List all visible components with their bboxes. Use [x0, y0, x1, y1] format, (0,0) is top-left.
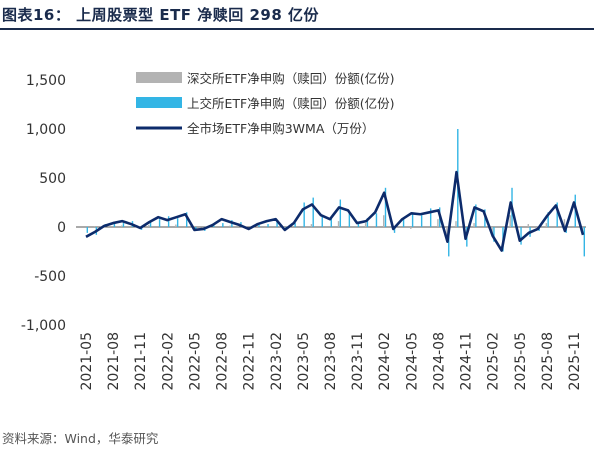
shanghai-bar: [213, 225, 215, 227]
shanghai-bar: [429, 208, 432, 227]
shenzhen-bar: [446, 227, 448, 242]
shenzhen-bar: [310, 224, 313, 227]
shenzhen-bar: [229, 225, 231, 227]
shanghai-bar: [348, 212, 351, 227]
x-tick-label: 2024-02: [377, 332, 393, 391]
legend-label: 全市场ETF净申购3WMA（万份）: [187, 121, 374, 136]
y-tick-label: -500: [34, 269, 66, 285]
shanghai-bar: [411, 212, 414, 227]
market-3wma-line: [85, 170, 585, 252]
x-tick-label: 2025-02: [486, 332, 502, 391]
shenzhen-bar: [383, 215, 385, 227]
shenzhen-bar: [283, 227, 285, 228]
shenzhen-bar: [337, 221, 340, 227]
x-tick-label: 2022-02: [160, 332, 176, 391]
legend-shanghai-swatch: [136, 97, 182, 108]
shanghai-bar: [122, 223, 125, 227]
shanghai-bar: [312, 197, 314, 227]
shanghai-bar: [176, 218, 179, 227]
shanghai-bar: [339, 199, 342, 227]
shanghai-bar: [493, 227, 495, 242]
shanghai-bar: [520, 227, 522, 245]
legend-label: 上交所ETF净申购（赎回）份额(亿份): [187, 96, 394, 111]
shanghai-bar: [420, 215, 423, 227]
legend-shenzhen-swatch: [136, 72, 182, 83]
shanghai-bar: [583, 227, 585, 257]
shanghai-bar: [366, 218, 369, 227]
x-tick-label: 2022-05: [187, 332, 203, 391]
shanghai-bar: [186, 212, 188, 227]
y-tick-label: 0: [57, 220, 66, 236]
x-tick-label: 2023-08: [323, 332, 339, 391]
shenzhen-bar: [491, 227, 493, 233]
x-tick-label: 2024-05: [404, 332, 420, 391]
shanghai-bar: [113, 222, 116, 227]
etf-flow-chart: 1,500 1,000 500 0 -500 -1,000 2021-05 2021-08 2…: [21, 71, 586, 391]
x-tick-label: 2025-05: [513, 332, 529, 391]
x-tick-label: 2025-08: [540, 332, 556, 391]
shanghai-bar: [195, 227, 197, 229]
shenzhen-bar: [256, 225, 258, 227]
shanghai-bar: [167, 216, 170, 227]
x-tick-label: 2022-11: [242, 332, 258, 391]
shanghai-bar: [475, 204, 477, 227]
shanghai-bar: [303, 202, 305, 227]
y-tick-label: -1,000: [21, 318, 66, 334]
shanghai-bar: [402, 218, 405, 227]
shenzhen-bar: [545, 223, 548, 227]
shanghai-bar: [158, 219, 161, 227]
shenzhen-bar: [527, 224, 529, 227]
shenzhen-bar: [437, 219, 439, 227]
shanghai-bar: [222, 223, 224, 227]
shanghai-bar: [258, 225, 260, 227]
shanghai-bar: [375, 213, 378, 227]
legend-label: 深交所ETF净申购（赎回）份额(亿份): [187, 71, 394, 86]
y-tick-label: 1,000: [26, 122, 66, 138]
shanghai-bar: [547, 212, 549, 227]
shenzhen-bar: [473, 223, 475, 227]
shenzhen-bar: [175, 224, 177, 227]
shenzhen-bar: [410, 227, 412, 229]
shanghai-bar: [393, 227, 396, 233]
shanghai-bar: [149, 222, 152, 227]
x-tick-label: 2023-05: [296, 332, 312, 391]
shanghai-bar: [86, 227, 88, 233]
x-tick-label: 2025-11: [567, 332, 583, 391]
shanghai-bar: [294, 223, 296, 227]
shanghai-bar: [384, 187, 387, 227]
y-tick-label: 1,500: [26, 73, 66, 89]
x-tick-label: 2023-11: [350, 332, 366, 391]
x-tick-label: 2024-11: [459, 332, 475, 391]
x-tick-label: 2021-11: [133, 332, 149, 391]
y-tick-label: 500: [39, 171, 66, 187]
shenzhen-bar: [202, 227, 204, 228]
shenzhen-bar: [120, 225, 123, 227]
shanghai-bar: [321, 215, 323, 227]
figure-title: 图表16： 上周股票型 ETF 净赎回 298 亿份: [2, 6, 320, 24]
source-note: 资料来源：Wind，华泰研究: [2, 431, 159, 446]
shenzhen-bar: [563, 219, 566, 227]
x-tick-label: 2022-08: [215, 332, 231, 391]
shanghai-bar: [357, 223, 360, 227]
shanghai-bar: [276, 221, 278, 227]
x-tick-label: 2024-08: [431, 332, 447, 391]
x-tick-label: 2023-02: [269, 332, 285, 391]
shenzhen-bar: [364, 223, 367, 227]
shanghai-bar: [556, 202, 558, 227]
shenzhen-bar: [93, 226, 96, 227]
shanghai-bar: [330, 218, 332, 227]
shenzhen-bar: [455, 221, 457, 227]
x-tick-label: 2021-08: [106, 332, 122, 391]
title-divider: [0, 28, 594, 30]
shanghai-bar: [267, 224, 269, 227]
x-tick-label: 2021-05: [79, 332, 95, 391]
shenzhen-bar: [509, 215, 511, 227]
shenzhen-bar: [148, 225, 150, 227]
